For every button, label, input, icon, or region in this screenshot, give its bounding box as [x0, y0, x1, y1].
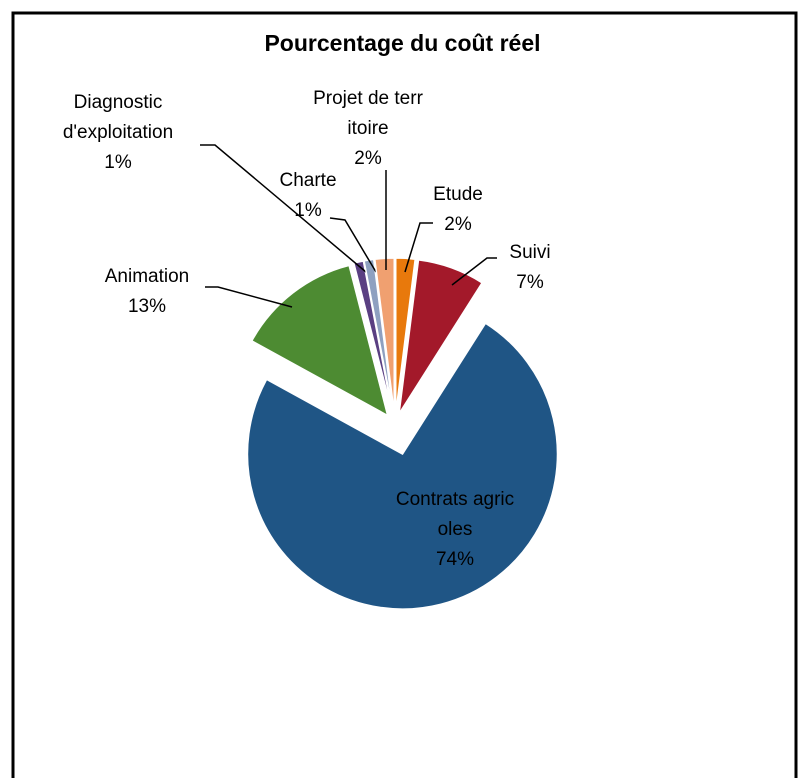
pie-slice	[373, 257, 395, 414]
slice-label: Suivi 7%	[495, 238, 565, 298]
slice-name: Etude	[433, 184, 483, 205]
slice-value: 2%	[444, 214, 472, 235]
slice-label: Charte 1%	[268, 166, 348, 226]
slice-value: 13%	[127, 296, 167, 317]
pie-slice	[250, 264, 389, 418]
slice-value: 7%	[516, 272, 544, 293]
pie-slice	[352, 260, 394, 414]
pie-slice	[246, 322, 559, 610]
chart-title: Pourcentage du coût réel	[264, 30, 541, 56]
slice-value: 2%	[354, 148, 382, 169]
slice-label: Projet de territoire 2%	[313, 84, 423, 174]
slice-name: Animation	[104, 266, 190, 287]
slice-value: 1%	[294, 200, 322, 221]
pie-slice	[395, 257, 417, 414]
slice-name: Diagnostic d'exploitation	[62, 92, 174, 143]
leader-line	[205, 286, 293, 308]
slice-value: 1%	[104, 152, 132, 173]
slice-label: Animation 13%	[82, 262, 212, 322]
slice-name: Projet de territoire	[313, 88, 423, 139]
slice-value: 74%	[435, 549, 475, 570]
leader-line	[329, 217, 377, 273]
leader-line	[404, 222, 433, 273]
leader-line	[200, 144, 367, 273]
slice-label: Contrats agricoles 74%	[395, 485, 515, 575]
frame	[11, 11, 798, 778]
slice-name: Suivi	[509, 242, 551, 263]
pie-slice	[398, 259, 484, 415]
slice-name: Contrats agricoles	[395, 489, 515, 540]
slice-label: Etude 2%	[418, 180, 498, 240]
slice-name: Charte	[279, 170, 337, 191]
slice-label: Diagnostic d'exploitation 1%	[59, 88, 177, 178]
leader-line	[451, 257, 497, 286]
